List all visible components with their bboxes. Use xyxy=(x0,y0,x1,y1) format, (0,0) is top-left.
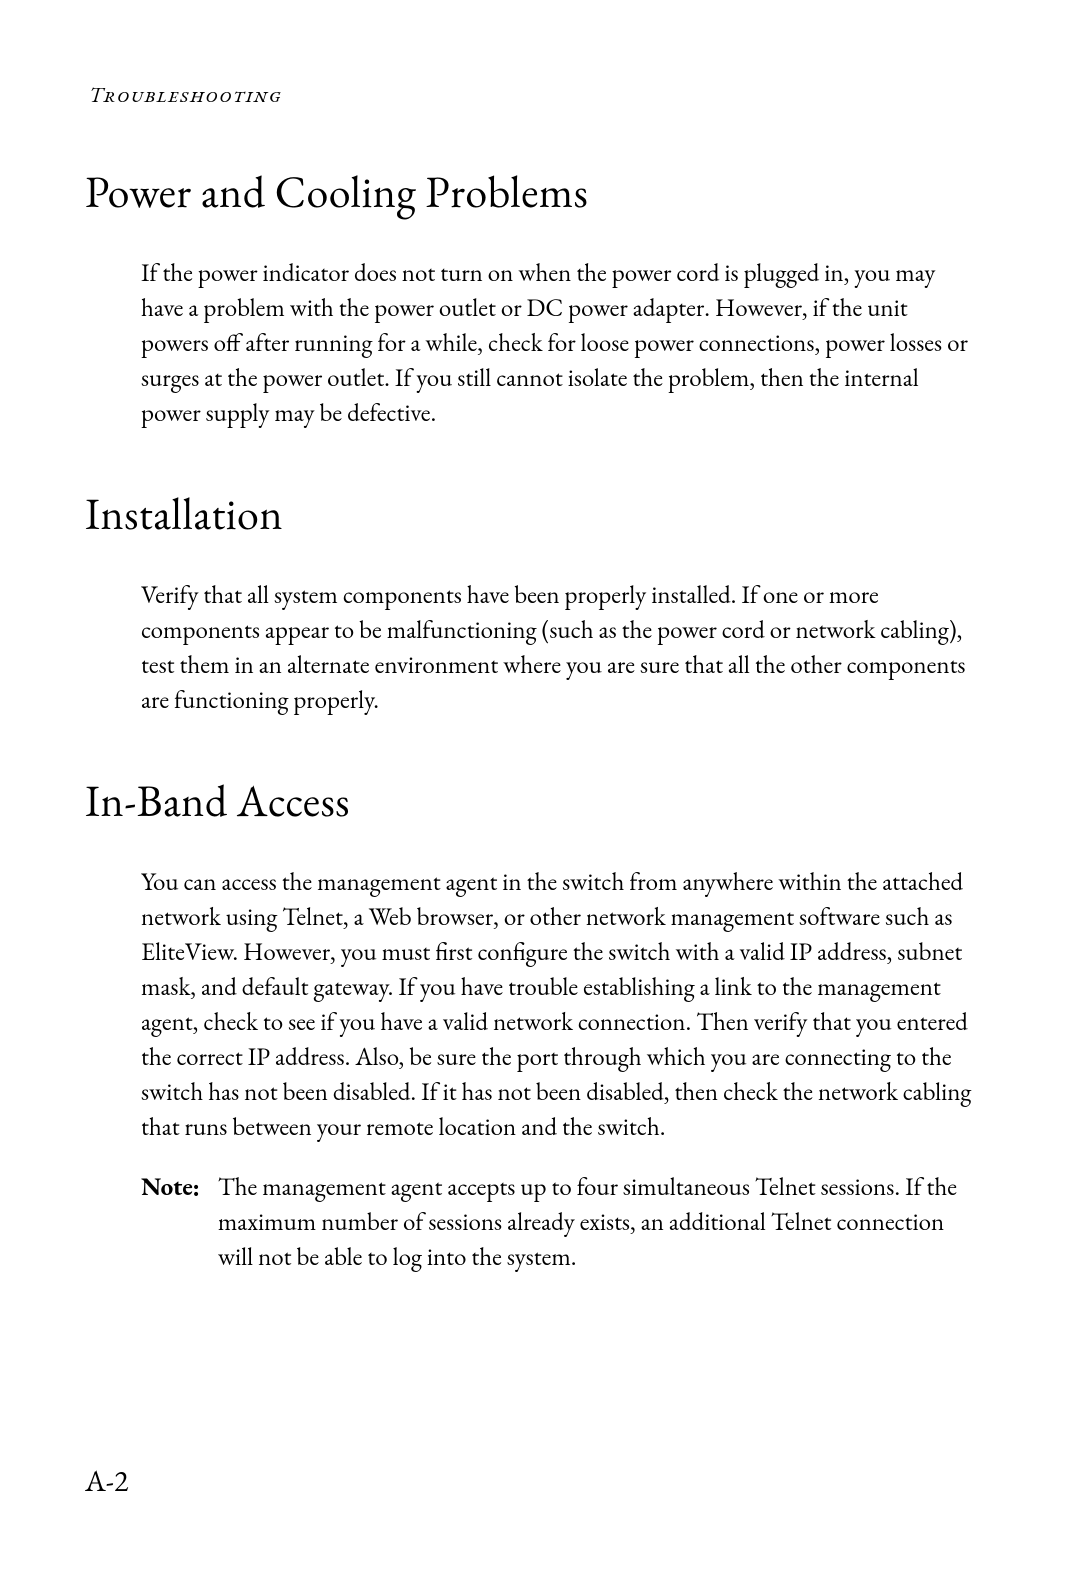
section-title-inband: In-Band Access xyxy=(85,773,990,830)
section-body-power: If the power indicator does not turn on … xyxy=(141,256,980,431)
note-label: Note: xyxy=(141,1170,218,1275)
note-text: The management agent accepts up to four … xyxy=(218,1170,980,1275)
section-body-inband: You can access the management agent in t… xyxy=(141,865,980,1145)
page: Troubleshooting Power and Cooling Proble… xyxy=(0,0,1080,1570)
page-number: A-2 xyxy=(85,1461,128,1500)
section-title-installation: Installation xyxy=(85,486,990,543)
section-title-power: Power and Cooling Problems xyxy=(85,164,990,221)
note-block: Note: The management agent accepts up to… xyxy=(141,1170,980,1275)
running-head: Troubleshooting xyxy=(89,80,990,109)
section-body-installation: Verify that all system components have b… xyxy=(141,578,980,718)
